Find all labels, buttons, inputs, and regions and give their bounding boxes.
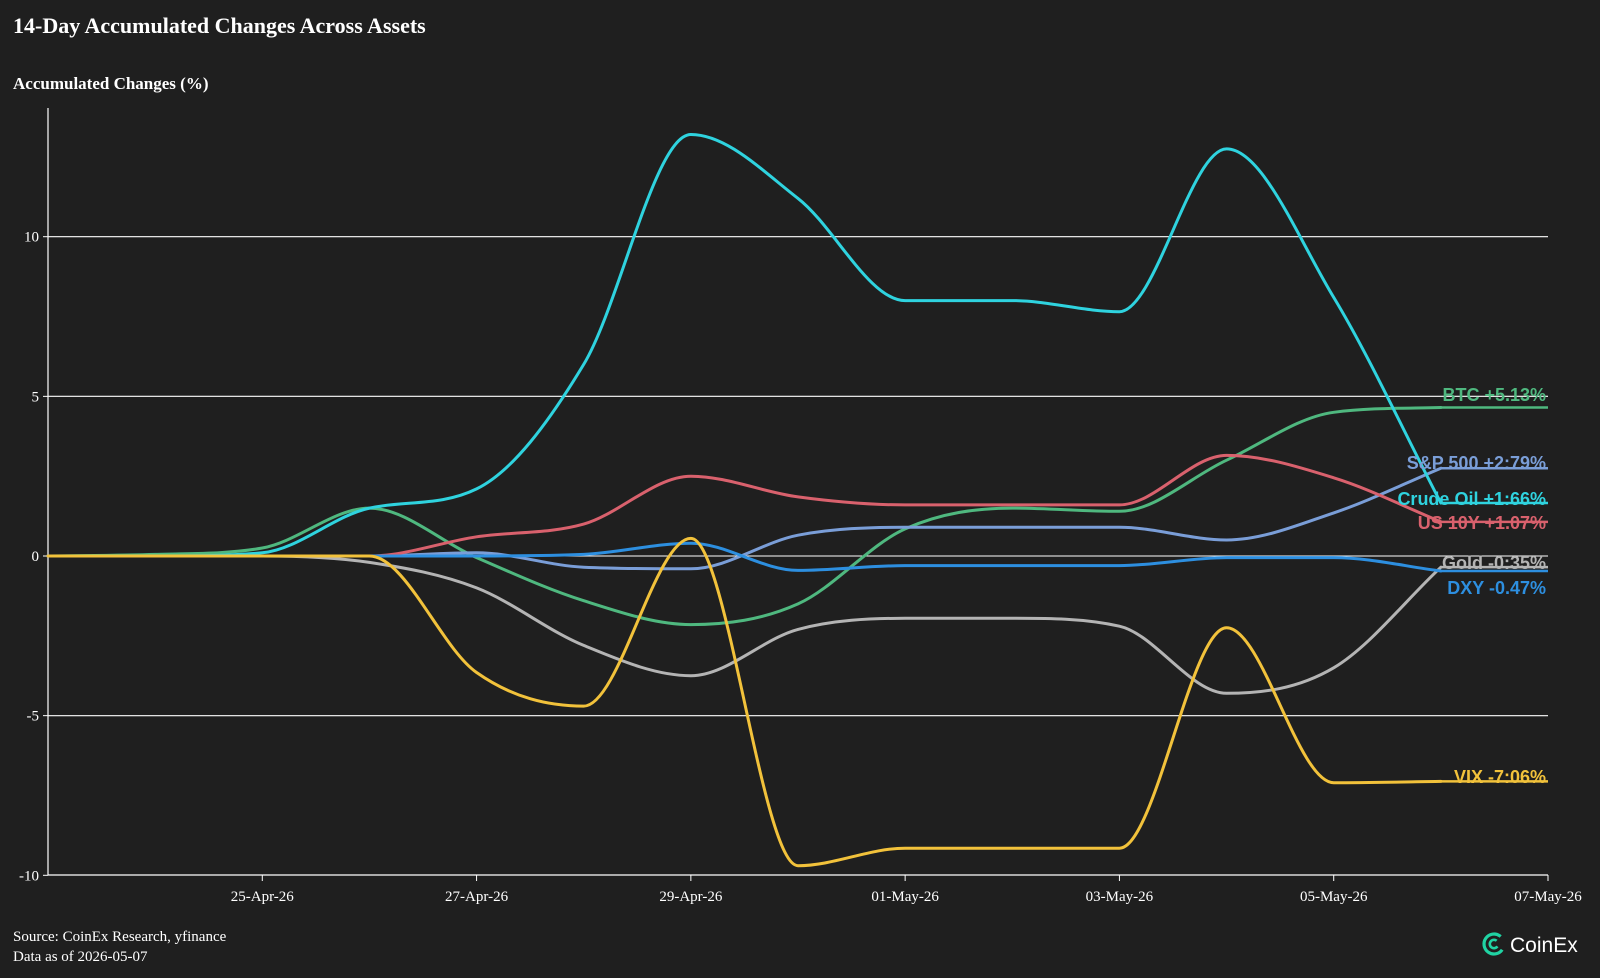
source-note: Source: CoinEx Research, yfinance (13, 929, 227, 945)
x-tick-label: 05-May-26 (1300, 889, 1368, 905)
y-ticks: -10 -5 0 5 10 (19, 230, 48, 884)
x-tick-label: 07-May-26 (1514, 889, 1582, 905)
y-axis-label: Accumulated Changes (%) (13, 74, 209, 93)
series-lines (46, 133, 1548, 868)
series-label-vix: VIX -7:06% (1454, 767, 1546, 787)
x-tick-label: 29-Apr-26 (659, 889, 723, 905)
axes (47, 108, 1548, 876)
series-label-gold: Gold -0:35% (1442, 553, 1546, 573)
series-label-btc: BTC +5.13% (1442, 385, 1546, 405)
x-ticks: 25-Apr-26 27-Apr-26 29-Apr-26 01-May-26 03-M… (231, 875, 1582, 905)
y-tick-label: -5 (27, 709, 40, 725)
series-line-crude-oil (46, 133, 1443, 558)
y-tick-label: 0 (32, 549, 40, 565)
series-label-crude-oil: Crude Oil +1:66% (1397, 489, 1546, 509)
coinex-logo-text: CoinEx (1510, 934, 1578, 957)
x-tick-label: 25-Apr-26 (231, 889, 295, 905)
series-label-dxy: DXY -0.47% (1447, 578, 1546, 598)
y-tick-label: 5 (32, 389, 40, 405)
series-label-s-p-500: S&P 500 +2:79% (1407, 453, 1546, 473)
coinex-logo: CoinEx (1482, 932, 1578, 957)
data-date-note: Data as of 2026-05-07 (13, 949, 148, 965)
y-tick-label: 10 (24, 230, 39, 246)
x-tick-label: 01-May-26 (871, 889, 939, 905)
series-line-vix (46, 536, 1443, 868)
series-label-us-10y: US 10Y +1.07% (1418, 513, 1546, 533)
chart-title: 14-Day Accumulated Changes Across Assets (13, 13, 426, 38)
series-line-btc (46, 406, 1443, 627)
x-tick-label: 27-Apr-26 (445, 889, 509, 905)
series-end-labels: BTC +5.13% S&P 500 +2:79% Crude Oil +1:66%… (1397, 385, 1546, 787)
x-tick-label: 03-May-26 (1086, 889, 1154, 905)
y-tick-label: -10 (19, 868, 39, 884)
